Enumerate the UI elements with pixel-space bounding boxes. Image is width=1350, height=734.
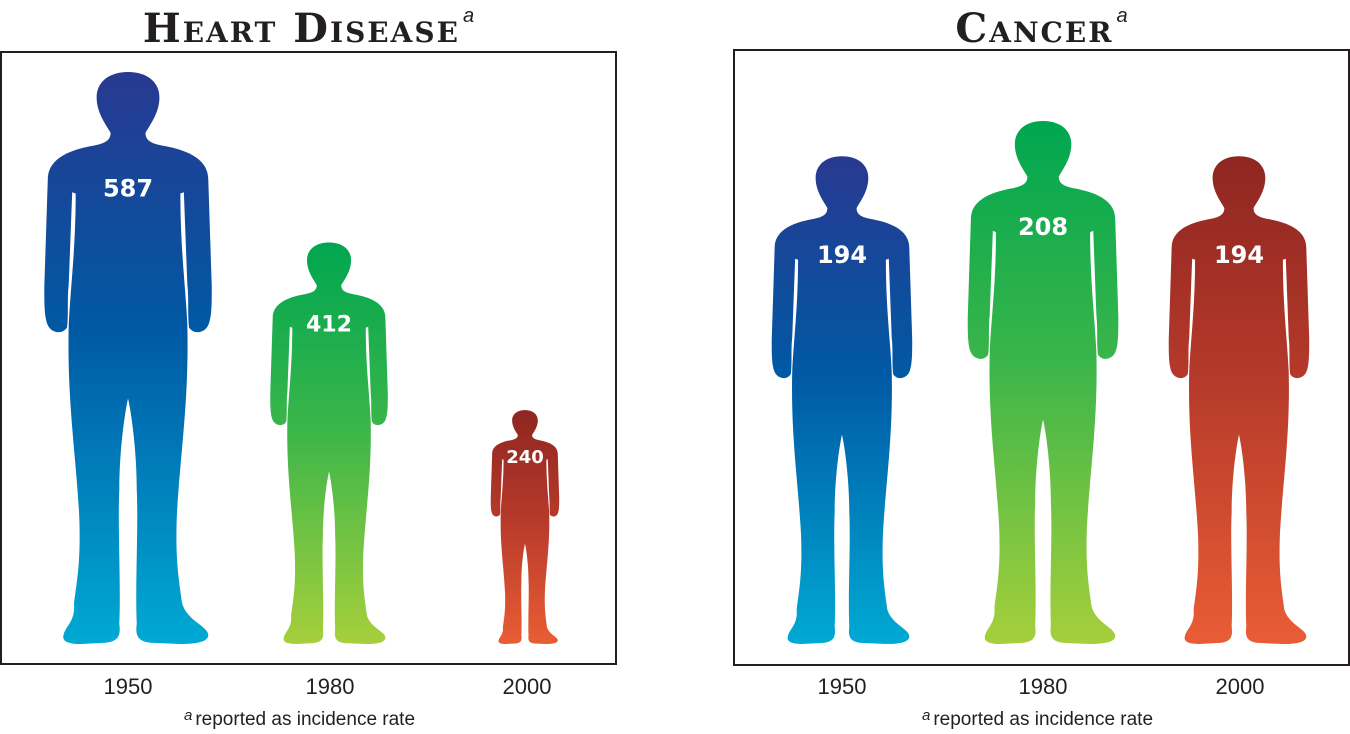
- x-tick-label: 1980: [305, 674, 355, 699]
- x-tick-label: 1950: [103, 674, 153, 699]
- figure-mark-1950: [771, 156, 913, 644]
- figure-mark-1980: [270, 242, 388, 644]
- value-label: 587: [103, 174, 153, 202]
- footnote-text: reported as incidence rate: [195, 709, 416, 730]
- title-footnote-marker: a: [1116, 5, 1128, 27]
- chart-title: Cancer a: [733, 6, 1350, 49]
- value-label: 240: [506, 447, 544, 468]
- chart-title: Heart Disease a: [0, 6, 617, 49]
- plot-area: 587 412 240: [44, 72, 560, 645]
- value-label: 194: [1214, 241, 1264, 269]
- chart-title-text: Heart Disease: [142, 5, 460, 52]
- footnote: a reported as incidence rate: [922, 708, 1153, 729]
- x-tick-label: 2000: [1215, 674, 1265, 699]
- footnote-marker: a: [922, 707, 931, 724]
- figure-mark-2000: [490, 410, 560, 644]
- footnote-text: reported as incidence rate: [933, 709, 1154, 730]
- value-label: 194: [817, 241, 867, 269]
- figure-mark-1950: [44, 72, 212, 645]
- footnote-marker: a: [184, 707, 193, 724]
- footnote: a reported as incidence rate: [184, 708, 415, 729]
- x-tick-label: 2000: [502, 674, 552, 699]
- value-label: 208: [1018, 213, 1068, 241]
- x-tick-label: 1980: [1018, 674, 1068, 699]
- value-label: 412: [306, 311, 352, 337]
- plot-area: 194 208 194: [771, 121, 1310, 645]
- plot-frame: 587 412 240: [0, 51, 617, 665]
- figure-mark-2000: [1168, 156, 1310, 644]
- plot-frame: 194 208 194: [733, 49, 1350, 666]
- x-tick-label: 1950: [817, 674, 867, 699]
- title-footnote-marker: a: [462, 5, 475, 27]
- chart-title-text: Cancer: [955, 5, 1114, 52]
- figure-mark-1980: [967, 121, 1119, 645]
